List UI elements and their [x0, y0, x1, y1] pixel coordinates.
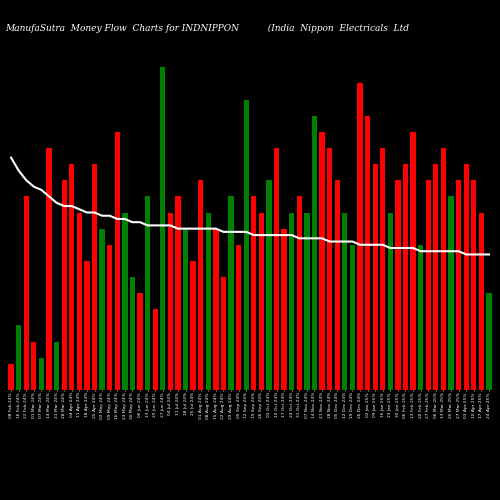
Bar	[221, 277, 226, 390]
Bar	[441, 148, 446, 390]
Bar	[358, 84, 362, 390]
Bar	[388, 212, 393, 390]
Bar	[145, 196, 150, 390]
Text: ManufaSutra  Money Flow  Charts for INDNIPPON          (India  Nippon  Electrica: ManufaSutra Money Flow Charts for INDNIP…	[5, 24, 409, 33]
Bar	[62, 180, 67, 390]
Bar	[478, 212, 484, 390]
Bar	[190, 261, 196, 390]
Bar	[213, 228, 218, 390]
Bar	[130, 277, 135, 390]
Bar	[380, 148, 386, 390]
Bar	[304, 212, 310, 390]
Bar	[418, 245, 424, 390]
Bar	[107, 245, 112, 390]
Bar	[251, 196, 256, 390]
Bar	[289, 212, 294, 390]
Bar	[54, 342, 59, 390]
Bar	[282, 228, 287, 390]
Bar	[16, 326, 22, 390]
Bar	[69, 164, 74, 390]
Bar	[206, 212, 211, 390]
Bar	[198, 180, 203, 390]
Bar	[320, 132, 324, 390]
Bar	[176, 196, 180, 390]
Bar	[342, 212, 347, 390]
Bar	[228, 196, 234, 390]
Bar	[84, 261, 89, 390]
Bar	[396, 180, 400, 390]
Bar	[114, 132, 120, 390]
Bar	[183, 228, 188, 390]
Bar	[365, 116, 370, 390]
Bar	[168, 212, 173, 390]
Bar	[76, 212, 82, 390]
Bar	[403, 164, 408, 390]
Bar	[471, 180, 476, 390]
Bar	[327, 148, 332, 390]
Bar	[274, 148, 279, 390]
Bar	[31, 342, 36, 390]
Bar	[152, 310, 158, 390]
Bar	[448, 196, 454, 390]
Bar	[8, 364, 14, 390]
Bar	[433, 164, 438, 390]
Bar	[258, 212, 264, 390]
Bar	[312, 116, 317, 390]
Bar	[46, 148, 52, 390]
Bar	[236, 245, 242, 390]
Bar	[296, 196, 302, 390]
Bar	[426, 180, 431, 390]
Bar	[372, 164, 378, 390]
Bar	[138, 293, 142, 390]
Bar	[244, 100, 249, 390]
Bar	[160, 68, 166, 390]
Bar	[456, 180, 461, 390]
Bar	[24, 196, 29, 390]
Bar	[464, 164, 469, 390]
Bar	[92, 164, 97, 390]
Bar	[410, 132, 416, 390]
Bar	[334, 180, 340, 390]
Bar	[350, 245, 355, 390]
Bar	[39, 358, 44, 390]
Bar	[122, 212, 128, 390]
Bar	[100, 228, 104, 390]
Bar	[486, 293, 492, 390]
Bar	[266, 180, 272, 390]
